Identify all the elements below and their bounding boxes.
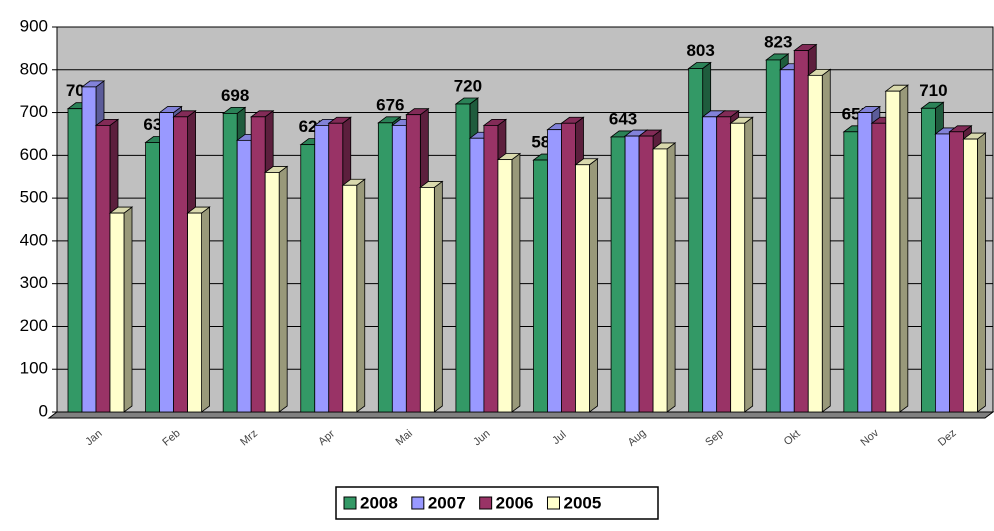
bar xyxy=(575,164,590,413)
bar xyxy=(885,90,901,413)
y-tick-label: 500 xyxy=(20,188,48,207)
bar-side xyxy=(433,180,443,413)
y-tick-label: 0 xyxy=(39,401,48,420)
bar xyxy=(314,124,330,413)
bar xyxy=(483,124,499,413)
bar xyxy=(300,144,316,413)
bar xyxy=(236,139,252,413)
bar xyxy=(963,138,978,413)
data-label: 698 xyxy=(221,86,249,105)
bar xyxy=(497,159,513,413)
y-tick-label: 700 xyxy=(20,102,48,121)
bar-side xyxy=(899,84,909,413)
bar xyxy=(716,116,732,413)
bar xyxy=(807,74,823,413)
bar xyxy=(469,137,485,413)
bar xyxy=(921,107,936,413)
bar xyxy=(159,112,174,413)
bar xyxy=(624,135,640,413)
legend-swatch xyxy=(479,496,493,510)
bar xyxy=(377,122,393,413)
bar xyxy=(561,122,576,413)
bar xyxy=(145,142,160,413)
bar-side xyxy=(744,116,754,413)
data-label: 643 xyxy=(609,109,637,128)
bar xyxy=(173,116,188,413)
bar xyxy=(871,122,887,413)
data-label: 676 xyxy=(376,95,404,114)
bar xyxy=(250,116,266,413)
bar xyxy=(67,108,83,413)
y-tick-label: 800 xyxy=(20,59,48,78)
bar xyxy=(264,172,280,413)
bar xyxy=(730,122,746,413)
bar xyxy=(935,133,950,413)
y-tick-label: 200 xyxy=(20,316,48,335)
bar xyxy=(455,103,471,413)
bar xyxy=(688,68,704,413)
bar xyxy=(652,148,668,413)
bar xyxy=(702,116,718,413)
bar-side xyxy=(278,165,288,413)
data-label: 710 xyxy=(919,81,947,100)
bar xyxy=(342,184,358,413)
bar xyxy=(95,124,111,413)
bar xyxy=(610,136,626,413)
bar-side xyxy=(356,178,366,413)
bar xyxy=(405,114,421,413)
bar-side xyxy=(123,206,133,413)
legend-swatch xyxy=(343,496,357,510)
bar xyxy=(765,59,781,413)
data-label: 823 xyxy=(764,32,792,51)
data-label: 803 xyxy=(686,41,714,60)
bar-side xyxy=(977,132,986,413)
bar-side xyxy=(821,68,831,413)
legend-label: 2008 xyxy=(360,493,398,512)
plot-wall xyxy=(56,26,994,413)
data-label: 720 xyxy=(454,76,482,95)
y-tick-label: 900 xyxy=(20,16,48,35)
bar xyxy=(187,212,202,413)
bar xyxy=(793,50,809,413)
y-tick-label: 300 xyxy=(20,273,48,292)
legend-box xyxy=(335,486,659,520)
legend-swatch xyxy=(546,496,560,510)
bar xyxy=(81,86,97,413)
bar xyxy=(328,122,344,413)
bar-side xyxy=(511,152,521,413)
bar xyxy=(949,131,964,413)
bar xyxy=(843,131,859,413)
bar xyxy=(391,124,407,413)
legend-swatch xyxy=(411,496,425,510)
y-tick-label: 400 xyxy=(20,230,48,249)
bar-side xyxy=(666,142,676,413)
bar xyxy=(547,129,562,413)
legend-label: 2005 xyxy=(563,493,601,512)
bar-side xyxy=(589,157,598,413)
bar xyxy=(638,135,654,413)
bar xyxy=(222,113,238,413)
y-tick-label: 100 xyxy=(20,359,48,378)
bar-side xyxy=(201,206,210,413)
bar xyxy=(779,69,795,413)
bar xyxy=(109,212,125,413)
legend-label: 2007 xyxy=(428,493,466,512)
bar xyxy=(419,187,435,413)
legend-label: 2006 xyxy=(496,493,534,512)
bar xyxy=(857,112,873,413)
y-tick-label: 600 xyxy=(20,145,48,164)
bar xyxy=(533,159,548,413)
plot-floor xyxy=(47,411,994,419)
